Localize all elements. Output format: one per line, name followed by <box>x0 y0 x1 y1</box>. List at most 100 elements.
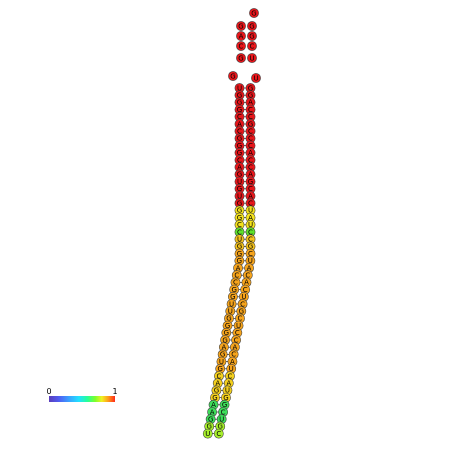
nucleotide-right-48: C <box>213 428 224 439</box>
svg-text:G: G <box>212 394 217 402</box>
nucleotide-right-24: U <box>245 255 256 266</box>
svg-text:C: C <box>248 142 253 150</box>
svg-text:U: U <box>241 293 246 301</box>
nucleotide-loop-5: C <box>236 41 246 51</box>
svg-text:U: U <box>237 236 242 244</box>
svg-text:U: U <box>229 365 234 373</box>
svg-text:G: G <box>220 351 225 359</box>
svg-text:A: A <box>248 99 253 107</box>
color-scale-legend: 0 1 <box>46 387 118 402</box>
svg-text:G: G <box>237 214 242 222</box>
nucleotide-left-3: G <box>234 104 245 115</box>
svg-text:G: G <box>248 84 253 92</box>
svg-text:G: G <box>237 200 242 208</box>
svg-text:G: G <box>218 423 223 431</box>
nucleotide-loop-9: G <box>228 71 238 81</box>
color-scale-bar <box>49 396 115 402</box>
nucleotide-right-37: C <box>228 349 239 360</box>
svg-text:C: C <box>237 221 242 229</box>
svg-text:U: U <box>237 178 242 186</box>
nucleotide-right-26: C <box>242 270 253 281</box>
svg-text:A: A <box>248 192 253 200</box>
svg-text:A: A <box>236 264 241 272</box>
svg-text:C: C <box>245 272 250 280</box>
nucleotide-left-25: A <box>233 263 243 273</box>
svg-text:G: G <box>237 250 242 258</box>
svg-text:G: G <box>249 32 254 40</box>
svg-text:U: U <box>219 416 224 424</box>
nucleotide-left-26: C <box>231 270 242 281</box>
nucleotide-loop-8: U <box>247 53 257 63</box>
svg-text:G: G <box>237 142 242 150</box>
svg-text:C: C <box>240 300 245 308</box>
svg-text:A: A <box>248 171 253 179</box>
nucleotide-left-48: U <box>202 428 213 439</box>
svg-text:C: C <box>235 329 240 337</box>
svg-text:A: A <box>226 380 231 388</box>
svg-text:C: C <box>237 156 242 164</box>
svg-text:U: U <box>229 300 234 308</box>
svg-text:C: C <box>248 236 253 244</box>
svg-text:U: U <box>237 192 242 200</box>
svg-text:G: G <box>248 243 253 251</box>
svg-text:A: A <box>211 401 216 409</box>
svg-text:G: G <box>248 92 253 100</box>
svg-text:G: G <box>237 171 242 179</box>
svg-text:G: G <box>237 207 242 215</box>
svg-text:U: U <box>205 430 210 438</box>
nucleotide-left-1: G <box>234 90 245 101</box>
svg-text:G: G <box>237 185 242 193</box>
svg-text:G: G <box>207 423 212 431</box>
svg-text:C: C <box>237 113 242 121</box>
svg-text:G: G <box>238 54 243 62</box>
svg-text:U: U <box>225 387 230 395</box>
svg-text:G: G <box>222 336 227 344</box>
svg-text:G: G <box>249 22 254 30</box>
scale-min-label: 0 <box>46 387 51 396</box>
svg-text:A: A <box>244 279 249 287</box>
svg-text:U: U <box>248 221 253 229</box>
svg-text:G: G <box>237 243 242 251</box>
svg-text:G: G <box>251 9 256 17</box>
nucleotide-right-8: C <box>245 140 256 151</box>
svg-text:C: C <box>248 200 253 208</box>
svg-text:U: U <box>248 257 253 265</box>
nucleotide-left-8: G <box>234 140 245 151</box>
svg-text:G: G <box>237 149 242 157</box>
svg-text:G: G <box>230 293 235 301</box>
svg-text:A: A <box>248 214 253 222</box>
svg-text:G: G <box>231 286 236 294</box>
svg-text:G: G <box>230 72 235 80</box>
svg-text:G: G <box>225 322 230 330</box>
svg-text:G: G <box>223 394 228 402</box>
nucleotide-left-40: C <box>214 371 224 381</box>
nucleotide-right-45: C <box>218 407 228 417</box>
svg-text:A: A <box>248 149 253 157</box>
svg-text:C: C <box>239 42 244 50</box>
nucleotide-loop-1: G <box>236 21 246 31</box>
svg-text:C: C <box>237 128 242 136</box>
svg-text:C: C <box>248 156 253 164</box>
svg-text:G: G <box>237 106 242 114</box>
svg-text:C: C <box>238 315 243 323</box>
svg-text:C: C <box>248 128 253 136</box>
svg-text:G: G <box>224 329 229 337</box>
nucleotide-left-13: U <box>234 176 245 187</box>
svg-text:G: G <box>238 22 243 30</box>
nucleotide-right-13: G <box>245 176 256 187</box>
svg-text:G: G <box>226 315 231 323</box>
nucleotide-right-10: C <box>245 155 256 165</box>
svg-text:A: A <box>237 164 242 172</box>
svg-text:C: C <box>234 336 239 344</box>
svg-text:G: G <box>237 257 242 265</box>
svg-text:G: G <box>248 178 253 186</box>
svg-text:C: C <box>248 106 253 114</box>
svg-text:U: U <box>236 322 241 330</box>
nucleotide-left-31: U <box>225 306 236 317</box>
nucleotide-left-28: G <box>229 284 240 295</box>
svg-text:C: C <box>221 408 226 416</box>
svg-text:A: A <box>247 264 252 272</box>
svg-text:C: C <box>243 286 248 294</box>
nucleotide-right-44: G <box>219 399 230 410</box>
